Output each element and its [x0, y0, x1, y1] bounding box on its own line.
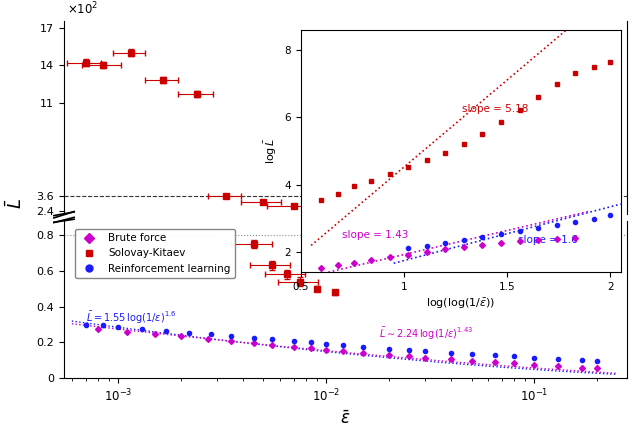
Text: slope = 1.43: slope = 1.43: [342, 230, 408, 240]
Text: $\bar{L}=1.55\,\log(1/\epsilon)^{1.6}$: $\bar{L}=1.55\,\log(1/\epsilon)^{1.6}$: [86, 310, 176, 326]
X-axis label: $\bar{\epsilon}$: $\bar{\epsilon}$: [340, 410, 351, 425]
Text: $\bar{L}\sim2.24\,\log(1/\epsilon)^{1.43}$: $\bar{L}\sim2.24\,\log(1/\epsilon)^{1.43…: [380, 326, 474, 342]
X-axis label: $\log(\log(1/\bar{\epsilon}))$: $\log(\log(1/\bar{\epsilon}))$: [426, 297, 495, 312]
Text: $\times 10^2$: $\times 10^2$: [67, 1, 98, 17]
Text: slope = 5.18: slope = 5.18: [462, 104, 528, 114]
Text: slope = 1.6: slope = 1.6: [518, 235, 577, 245]
Text: $\bar{L}$: $\bar{L}$: [6, 198, 26, 210]
Legend: Brute force, Solovay-Kitaev, Reinforcement learning: Brute force, Solovay-Kitaev, Reinforceme…: [75, 229, 235, 278]
Y-axis label: $\log\bar{L}$: $\log\bar{L}$: [262, 138, 279, 164]
